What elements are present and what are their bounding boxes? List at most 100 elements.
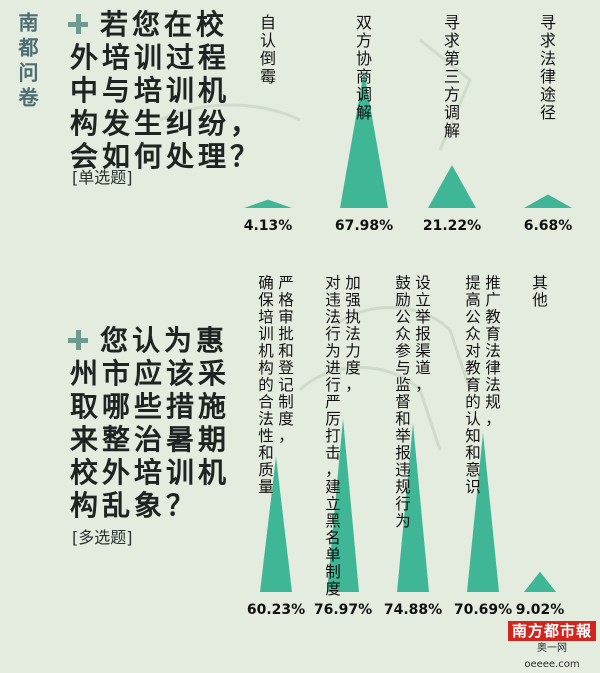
question-2-line: 来整治暑期 [70, 423, 231, 456]
question-1: 若您在校 外培训过程 中与培训机 构发生纠纷， 会如何处理？ [70, 8, 262, 173]
chart-category-label-char: 育 [485, 325, 501, 343]
chart-category-label-char: 调 [356, 85, 372, 104]
chart-category-label-char: 名 [325, 529, 341, 547]
chart-category-label-char: 立 [415, 291, 431, 309]
chart-category-label-char: 制 [278, 393, 294, 411]
chart-category-label-char: 寻 [540, 13, 556, 32]
chart-category-label-char: 解 [356, 103, 372, 122]
chart-category-label-char: ， [415, 376, 431, 394]
chart-category-label-char: 对 [325, 274, 341, 292]
chart-category-label-char: 众 [395, 325, 411, 343]
chart-category-label-char: 举 [415, 308, 431, 326]
chart-category-label-char: 协 [356, 49, 372, 68]
chart-category-label-char: 的 [465, 393, 481, 411]
chart-category-label-char: 量 [258, 478, 274, 496]
chart-category-label-char: 行 [325, 376, 341, 394]
chart-category-label-char: 构 [258, 359, 274, 377]
question-2: 您认为惠 州市应该采 取哪些措施 来整治暑期 校外培训机 构乱象？ [70, 324, 230, 522]
chart-bar-triangle [467, 432, 499, 592]
section-title: 南都问卷 [15, 12, 39, 112]
chart-category-label-char: 与 [395, 359, 411, 377]
chart-category-label-char: 训 [258, 325, 274, 343]
chart-suggested-measures: 60.23%严格审批和登记制度，确保培训机构的合法性和质量76.97%加强执法力… [247, 274, 564, 618]
chart-category-label-char: ， [485, 410, 501, 428]
chart-category-label-char: 为 [325, 342, 341, 360]
chart-category-label-char: 识 [465, 478, 481, 496]
chart-category-label-char: 径 [540, 103, 556, 122]
chart-category-label-char: 度 [325, 580, 341, 598]
question-2-line: 构乱象？ [70, 489, 199, 522]
chart-category-label-char: 认 [260, 31, 276, 50]
chart-bar-triangle [327, 418, 359, 592]
chart-category-label-char: 批 [278, 325, 294, 343]
chart-category-label-char: 公 [465, 308, 481, 326]
question-1-line: 中与培训机 [70, 74, 231, 107]
chart-category-label-char: 求 [444, 31, 460, 50]
chart-category-label-char: 质 [258, 461, 274, 479]
question-1-line: 构发生纠纷， [70, 107, 263, 140]
chart-category-label-char: ， [278, 427, 294, 445]
chart-bar-triangle [340, 70, 388, 209]
chart-category-label-char: 培 [258, 308, 274, 326]
brand-logo: 南方都市報 奥一网 oeeee.com [508, 621, 596, 670]
chart-category-label-char: 法 [540, 49, 556, 68]
chart-category-label-char: 提 [465, 274, 481, 292]
chart-category-label-char: 建 [325, 478, 341, 496]
chart-category-label-char: 推 [485, 274, 501, 292]
chart-bar-triangle [244, 199, 292, 208]
chart-value-label: 21.22% [423, 218, 481, 234]
chart-category-label-char: 和 [395, 410, 411, 428]
chart-category-label-char: 他 [532, 291, 548, 309]
chart-category-label-char: 意 [465, 460, 481, 479]
question-2-line: 校外培训机 [70, 456, 231, 489]
chart-category-label-char: 的 [258, 376, 274, 394]
chart-bar-triangle [524, 571, 556, 592]
chart-category-label-char: 严 [278, 274, 294, 292]
chart-category-label-char: 性 [258, 427, 274, 445]
chart-category-label-char: 登 [278, 359, 294, 377]
chart-category-label-char: ， [325, 461, 341, 479]
chart-category-label-char: 监 [395, 376, 411, 394]
chart-bar-triangle [260, 456, 292, 592]
chart-category-label-char: 设 [415, 274, 431, 292]
chart-category-label-char: 法 [345, 325, 361, 343]
chart-category-label-char: 违 [325, 291, 341, 309]
chart-category-label-char: 道 [415, 359, 431, 377]
chart-category-label-char: 立 [325, 495, 341, 513]
chart-category-label-char: 其 [532, 274, 548, 292]
chart-category-label-char: 规 [485, 393, 501, 411]
chart-category-label-char: 制 [325, 563, 341, 581]
chart-category-label-char: 力 [345, 342, 361, 360]
chart-category-label-char: 和 [278, 342, 294, 360]
chart-category-label-char: 自 [260, 13, 276, 32]
chart-value-label: 6.68% [524, 218, 573, 234]
chart-category-label-char: 渠 [415, 342, 431, 360]
chart-category-label-char: 商 [356, 67, 372, 86]
chart-category-label-char: 保 [258, 291, 274, 309]
chart-category-label-char: 法 [325, 308, 341, 326]
chart-category-label-char: 严 [325, 393, 341, 411]
chart-category-label-char: 行 [325, 325, 341, 343]
chart-category-label-char: 教 [485, 308, 501, 326]
chart-category-label-char: 知 [465, 427, 481, 445]
chart-category-label-char: 第 [444, 49, 460, 68]
question-1-line: 外培训过程 [70, 41, 231, 74]
chart-category-label-char: 和 [465, 444, 481, 462]
chart-category-label-char: 倒 [260, 49, 276, 68]
chart-category-label-char: 报 [395, 444, 411, 462]
chart-category-label-char: 单 [325, 546, 341, 564]
chart-category-label-char: 律 [485, 359, 501, 377]
chart-category-label-char: 寻 [444, 13, 460, 32]
chart-category-label-char: 众 [465, 325, 481, 343]
infographic-canvas: 4.13%自认倒霉67.98%双方协商调解21.22%寻求第三方调解6.68%寻… [159, 13, 573, 618]
chart-value-label: 74.88% [384, 602, 442, 618]
chart-category-label-char: 鼓 [395, 274, 411, 292]
plus-icon [68, 330, 88, 350]
chart-category-label-char: 合 [258, 393, 274, 411]
question-2-line: 您认为惠 [100, 324, 229, 357]
chart-category-label-char: 解 [444, 121, 460, 140]
chart-category-label-char: 记 [278, 376, 294, 394]
chart-category-label-char: 审 [278, 308, 294, 326]
chart-category-label-char: 为 [395, 512, 411, 530]
chart-bar-triangle [524, 194, 572, 208]
